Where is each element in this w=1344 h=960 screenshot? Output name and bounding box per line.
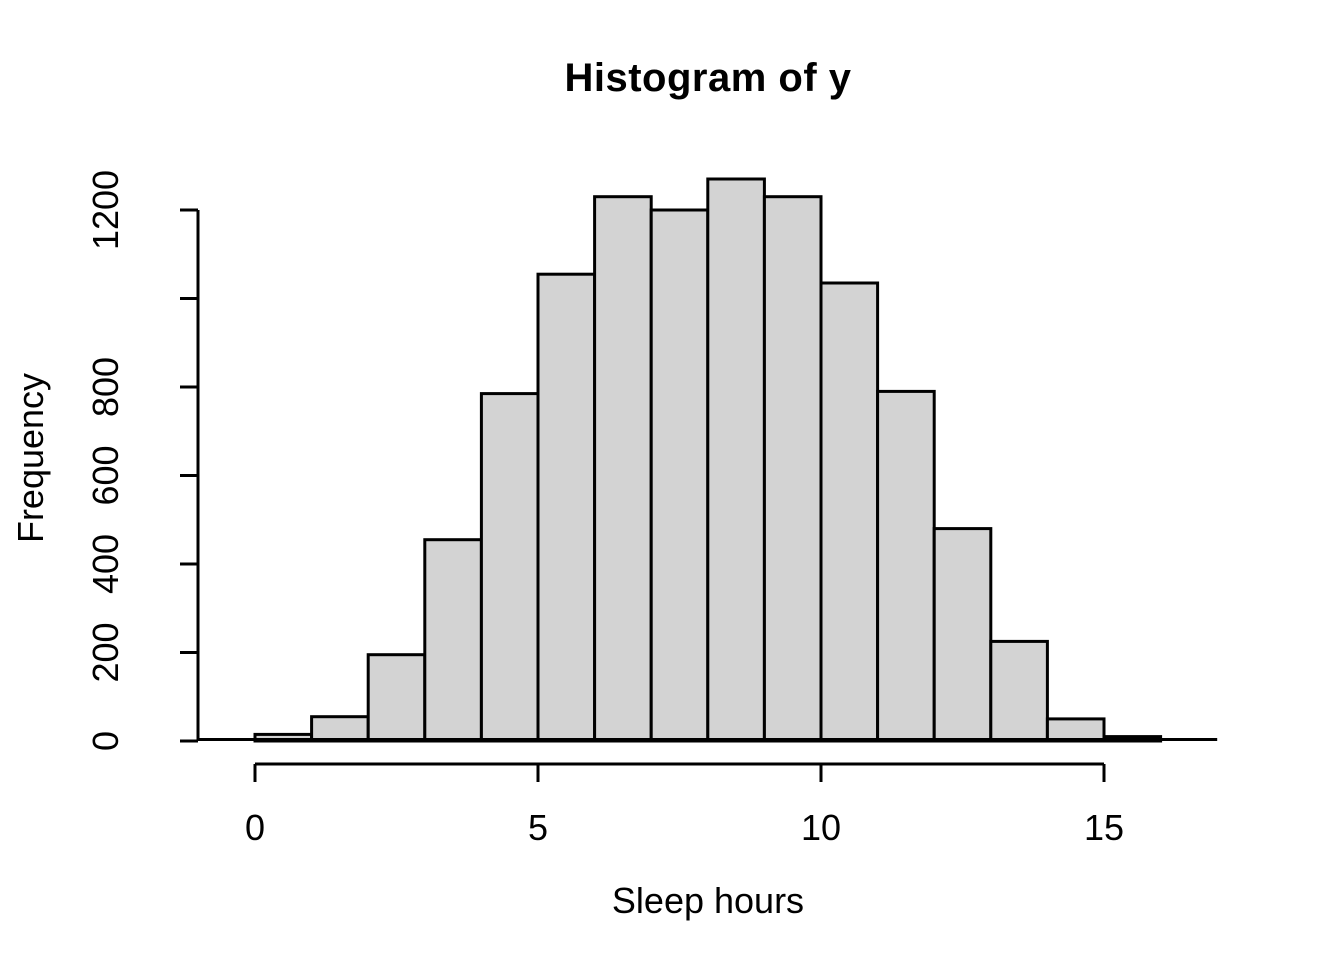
histogram-bar (649, 208, 710, 743)
y-tick-label: 0 (85, 731, 126, 751)
histogram-bar (706, 177, 766, 743)
histogram-bar (479, 392, 540, 743)
histogram-bar (932, 527, 993, 743)
histogram-bar (762, 195, 823, 743)
x-tick-label: 0 (245, 807, 265, 848)
histogram-bar (310, 715, 370, 743)
chart-title: Histogram of y (564, 56, 852, 100)
x-tick-label: 5 (528, 807, 548, 848)
y-tick-label: 800 (85, 357, 126, 417)
histogram-bar (593, 195, 653, 743)
x-tick-label: 10 (801, 807, 841, 848)
histogram-bar (819, 281, 880, 743)
histogram-bar (366, 653, 427, 743)
y-tick-label: 1200 (85, 170, 126, 250)
histogram-bar (989, 639, 1049, 743)
y-tick-label: 600 (85, 445, 126, 505)
histogram-bar (876, 389, 936, 743)
histogram-bar (536, 272, 597, 743)
histogram-bar (423, 538, 483, 743)
x-tick-label: 15 (1084, 807, 1124, 848)
y-tick-label: 400 (85, 534, 126, 594)
y-tick-label: 200 (85, 622, 126, 682)
histogram-bar (1045, 717, 1106, 743)
x-axis-title: Sleep hours (611, 880, 805, 921)
